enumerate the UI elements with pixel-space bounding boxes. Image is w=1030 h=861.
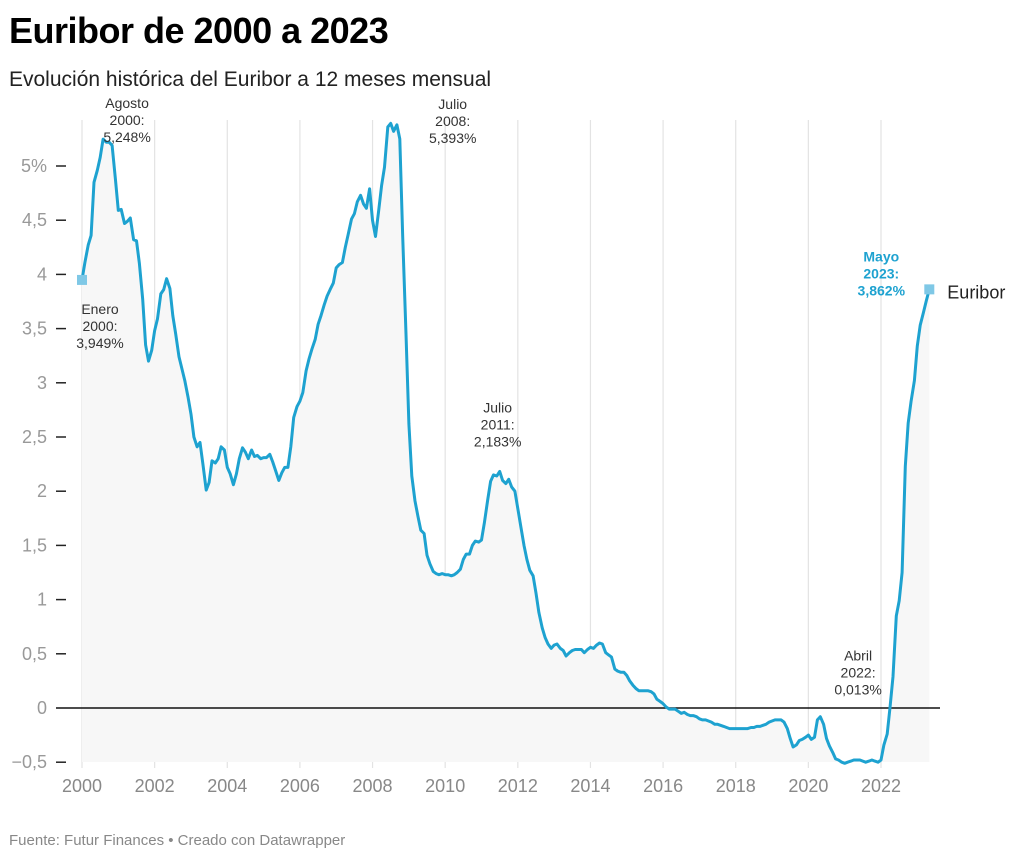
annotation-label: Agosto 2000: 5,248% (103, 95, 150, 145)
annotation-line: 2011: (481, 416, 515, 432)
annotation-label: Julio 2008: 5,393% (429, 96, 476, 146)
annotation-line: 3,949% (76, 335, 123, 351)
x-tick-label: 2012 (498, 776, 538, 796)
x-tick-label: 2022 (861, 776, 901, 796)
annotation-line: Mayo (863, 248, 899, 264)
source-footer: Fuente: Futur Finances • Creado con Data… (9, 832, 346, 849)
annotation-line: Julio (483, 399, 512, 415)
annotation-line: 2,183% (474, 433, 521, 449)
series-area-euribor (82, 123, 930, 764)
x-tick-label: 2016 (643, 776, 683, 796)
y-tick-label: 4,5 (22, 210, 47, 230)
y-tick-label: 0,5 (22, 644, 47, 664)
y-tick-label: 0 (37, 698, 47, 718)
y-tick-label: 1 (37, 590, 47, 610)
series-line-euribor (80, 121, 931, 765)
annotation-line: Julio (438, 96, 467, 112)
annotation-label: Enero 2000: 3,949% (76, 301, 123, 351)
x-tick-label: 2010 (425, 776, 465, 796)
y-tick-label: 3 (37, 373, 47, 393)
annotation-line: 5,393% (429, 130, 476, 146)
annotation-label: Abril 2022: 0,013% (834, 648, 881, 698)
annotation-line: 5,248% (103, 129, 150, 145)
x-tick-label: 2004 (207, 776, 247, 796)
annotation-line: 3,862% (858, 282, 906, 298)
annotation-label: Mayo 2023: 3,862% (858, 248, 906, 298)
y-tick-label: 2,5 (22, 427, 47, 447)
chart-subtitle: Evolución histórica del Euribor a 12 mes… (9, 68, 492, 91)
annotation-line: 2008: (435, 113, 470, 129)
y-tick-label: 1,5 (22, 535, 47, 555)
annotation-line: Enero (81, 301, 119, 317)
end-marker (924, 284, 935, 295)
y-tick-label: 3,5 (22, 319, 47, 339)
x-tick-label: 2000 (62, 776, 102, 796)
annotation-line: 2000: (82, 318, 117, 334)
y-tick-label: 4 (37, 264, 47, 284)
y-tick-label: −0,5 (11, 752, 47, 772)
start-marker (77, 274, 87, 285)
chart-title: Euribor de 2000 a 2023 (9, 10, 389, 51)
annotation-line: 2023: (863, 265, 899, 281)
annotation-line: Agosto (105, 95, 149, 111)
annotation-line: 0,013% (834, 682, 881, 698)
area-layer (82, 123, 930, 764)
y-axis: −0,5 0 0,5 1 1,5 2 2,5 3 3,5 4 4,5 5% (11, 156, 66, 772)
x-axis: 2000 2002 2004 2006 2008 2010 2012 2014 2016 2018… (62, 776, 901, 796)
x-tick-label: 2018 (716, 776, 756, 796)
x-tick-label: 2006 (280, 776, 320, 796)
annotation-label: Julio 2011: 2,183% (474, 399, 521, 449)
annotation-line: 2022: (841, 665, 876, 681)
series-label-euribor: Euribor (947, 282, 1005, 302)
line-layer (77, 121, 935, 765)
annotation-line: 2000: (110, 112, 145, 128)
annotation-line: Abril (844, 648, 872, 664)
x-tick-label: 2002 (135, 776, 175, 796)
y-tick-label: 2 (37, 481, 47, 501)
x-tick-label: 2020 (788, 776, 828, 796)
x-tick-label: 2014 (570, 776, 610, 796)
y-tick-label: 5% (21, 156, 47, 176)
x-tick-label: 2008 (353, 776, 393, 796)
